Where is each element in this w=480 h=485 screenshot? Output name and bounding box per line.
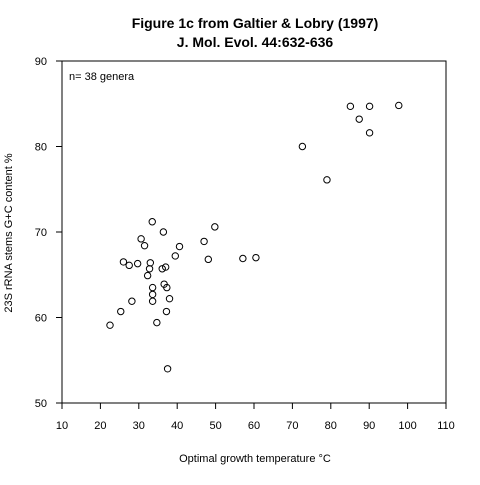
data-point [148, 290, 157, 299]
x-tick-label: 30 [133, 420, 145, 432]
data-point [137, 235, 145, 243]
data-point [161, 263, 170, 271]
x-tick-label: 60 [248, 420, 260, 432]
data-point [346, 102, 355, 111]
data-point [163, 283, 171, 292]
x-tick-label: 40 [171, 420, 183, 432]
data-point [239, 254, 247, 263]
data-point [143, 271, 152, 280]
data-point [153, 318, 161, 327]
data-point [145, 265, 154, 273]
x-tick-label: 10 [56, 420, 68, 432]
plot-frame [61, 60, 447, 404]
x-tick-label: 90 [363, 420, 375, 432]
y-axis-ticks: 50 60 70 80 90 [35, 56, 62, 410]
data-point [163, 365, 172, 373]
data-point [125, 261, 133, 270]
data-point [175, 242, 184, 251]
data-point [146, 259, 155, 267]
data-point [133, 259, 142, 268]
y-tick-label: 90 [35, 56, 47, 68]
y-tick-label: 50 [35, 398, 47, 410]
data-point [119, 258, 128, 266]
data-point [165, 294, 174, 303]
data-point [355, 115, 363, 123]
data-point [200, 237, 208, 246]
data-point [298, 142, 307, 151]
data-point [140, 241, 149, 250]
x-axis-ticks: 10 20 30 40 50 60 70 80 90 100 110 [56, 403, 455, 432]
data-point [106, 321, 114, 329]
x-axis-label: Optimal growth temperature °C [179, 453, 331, 465]
y-tick-label: 80 [35, 142, 47, 154]
data-point [204, 255, 213, 264]
data-point [148, 297, 157, 305]
y-tick-label: 60 [35, 313, 47, 325]
data-point [158, 265, 166, 273]
x-tick-label: 20 [94, 420, 106, 432]
data-point [323, 176, 331, 184]
data-point [365, 129, 374, 137]
data-point [159, 228, 168, 236]
x-tick-label: 100 [398, 420, 416, 432]
x-tick-label: 80 [325, 420, 337, 432]
sample-size-annotation: n= 38 genera [69, 71, 135, 83]
x-tick-label: 70 [286, 420, 298, 432]
data-point [148, 218, 156, 226]
x-tick-label: 50 [209, 420, 221, 432]
data-point [162, 307, 171, 316]
data-point [395, 101, 403, 110]
data-point [252, 253, 260, 262]
data-point [211, 223, 219, 231]
data-point [365, 102, 374, 111]
data-point [117, 307, 125, 316]
chart-subtitle: J. Mol. Evol. 44:632-636 [177, 34, 334, 50]
x-tick-label: 110 [437, 420, 455, 432]
chart-title: Figure 1c from Galtier & Lobry (1997) [132, 15, 379, 31]
data-point [128, 297, 136, 305]
y-axis-label: 23S rRNA stems G+C content % [3, 153, 15, 312]
data-point [148, 283, 157, 292]
data-point [171, 252, 179, 260]
y-tick-label: 70 [35, 227, 47, 239]
data-points [106, 101, 403, 373]
